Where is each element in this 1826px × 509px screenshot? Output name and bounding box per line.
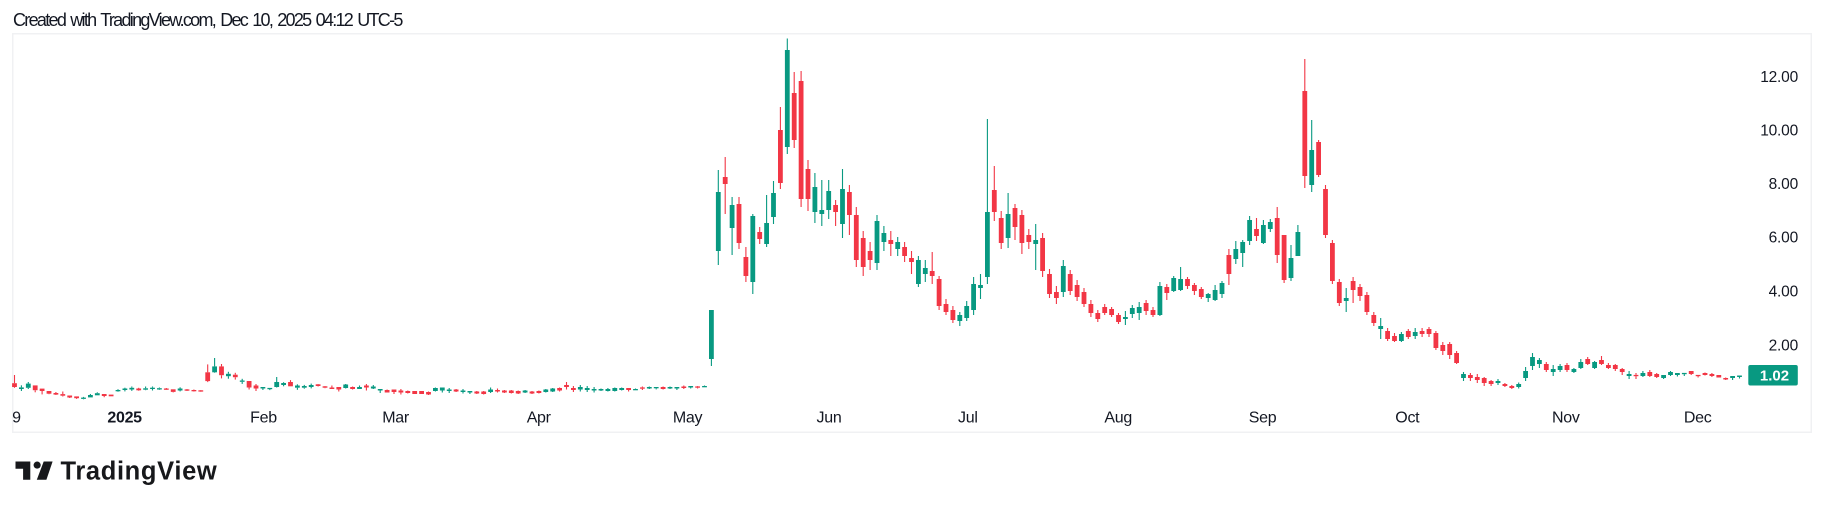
svg-text:May: May (673, 409, 703, 426)
svg-text:Feb: Feb (250, 409, 277, 426)
svg-text:Oct: Oct (1395, 409, 1420, 426)
svg-text:10.00: 10.00 (1760, 122, 1798, 139)
svg-text:8.00: 8.00 (1769, 176, 1799, 193)
svg-text:Apr: Apr (527, 409, 552, 426)
svg-text:1.02: 1.02 (1760, 368, 1789, 385)
svg-text:TradingView: TradingView (61, 458, 218, 486)
svg-text:Dec: Dec (1684, 409, 1712, 426)
svg-text:Sep: Sep (1249, 409, 1277, 426)
svg-text:Jun: Jun (817, 409, 842, 426)
svg-text:4.00: 4.00 (1769, 283, 1799, 300)
svg-text:6.00: 6.00 (1769, 229, 1799, 246)
svg-text:Created with TradingView.com,: Created with TradingView.com, Dec 10, 20… (13, 10, 403, 30)
svg-text:2025: 2025 (107, 409, 142, 426)
svg-text:Nov: Nov (1552, 409, 1580, 426)
svg-text:2.00: 2.00 (1769, 337, 1799, 354)
svg-text:Mar: Mar (382, 409, 410, 426)
svg-text:12.00: 12.00 (1760, 69, 1798, 86)
svg-text:Jul: Jul (958, 409, 978, 426)
svg-text:9: 9 (12, 409, 21, 426)
svg-text:Aug: Aug (1104, 409, 1132, 426)
